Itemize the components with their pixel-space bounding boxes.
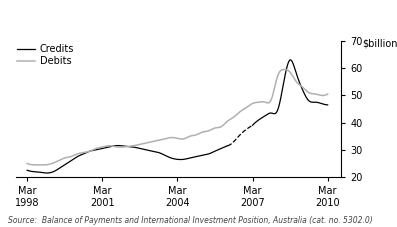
Legend: Credits, Debits: Credits, Debits xyxy=(17,44,74,66)
Debits xyxy=(25,162,29,165)
Debits xyxy=(204,130,208,133)
Line: Credits: Credits xyxy=(27,146,227,173)
Line: Debits: Debits xyxy=(27,69,328,165)
Y-axis label: $billion: $billion xyxy=(363,38,397,48)
Debits xyxy=(41,163,46,166)
Credits xyxy=(25,169,29,172)
Credits xyxy=(145,149,150,152)
Credits xyxy=(208,152,212,155)
Credits xyxy=(115,144,120,147)
Credits xyxy=(25,169,30,172)
Debits xyxy=(26,163,31,165)
Debits xyxy=(282,68,287,71)
Debits xyxy=(205,130,210,133)
Credits xyxy=(149,150,154,152)
Credits xyxy=(195,155,200,158)
Debits xyxy=(299,85,304,88)
Credits xyxy=(145,149,149,151)
Debits xyxy=(325,93,330,95)
Debits xyxy=(210,128,214,131)
Credits xyxy=(225,144,230,147)
Debits xyxy=(279,69,284,72)
Credits xyxy=(45,172,50,174)
Text: Source:  Balance of Payments and International Investment Position, Australia (c: Source: Balance of Payments and Internat… xyxy=(8,216,373,225)
